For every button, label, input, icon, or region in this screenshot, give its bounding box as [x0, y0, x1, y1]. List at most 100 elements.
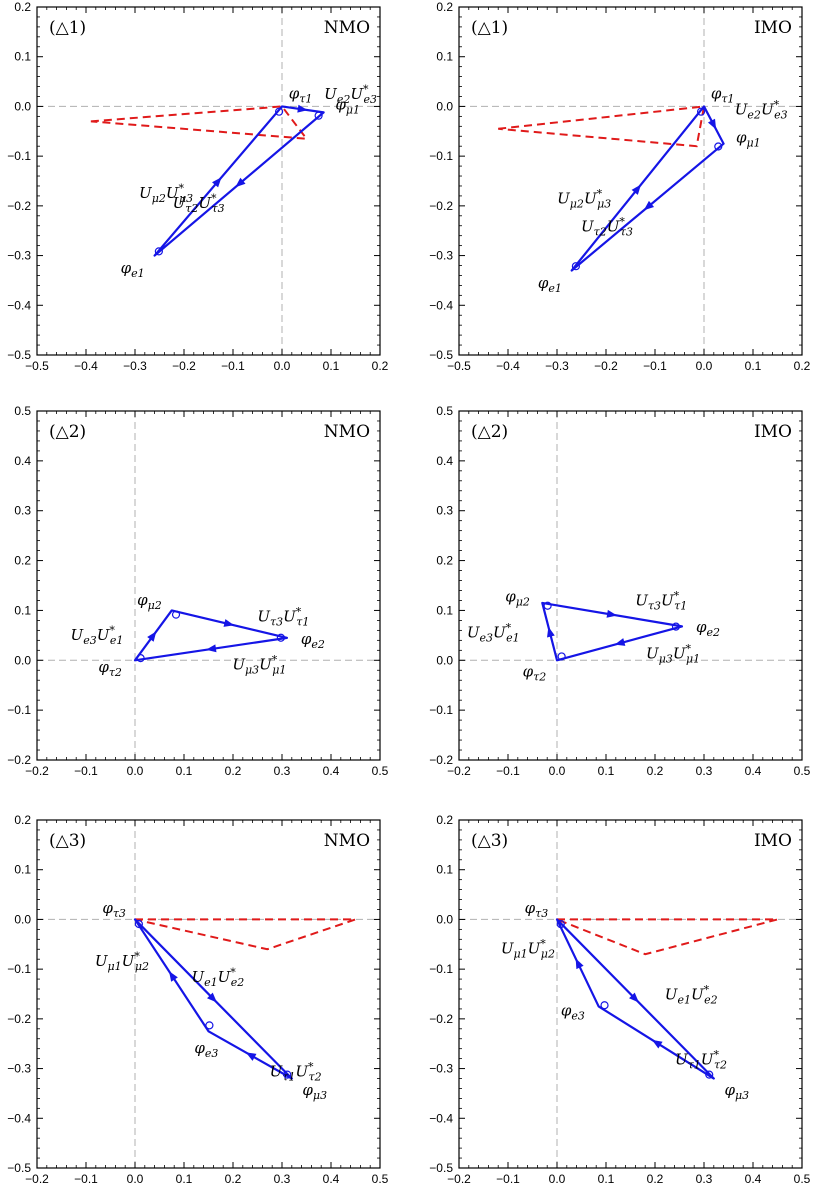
y-tick-label: −0.1	[429, 703, 453, 717]
side-arrowhead	[707, 118, 717, 130]
y-tick-label: 0.1	[436, 50, 453, 64]
y-tick-label: 0.0	[14, 653, 31, 667]
side-label: Ue2​U*e3​	[324, 83, 377, 106]
y-tick-label: 0.1	[14, 50, 31, 64]
vertex-phase-label: φe1​	[538, 274, 562, 295]
angle-marker	[671, 622, 681, 631]
side-arrowhead	[169, 971, 178, 982]
x-tick-label: 0.2	[225, 764, 242, 778]
angle-marker	[571, 262, 580, 271]
x-tick-label: 0.2	[372, 359, 389, 373]
y-tick-label: 0.3	[436, 504, 453, 518]
vertex-phase-label: φμ3​	[724, 1081, 749, 1102]
y-tick-label: −0.1	[7, 149, 31, 163]
side-arrowhead	[235, 177, 246, 188]
x-tick-label: −0.2	[447, 764, 471, 778]
plot-frame	[36, 6, 381, 356]
vertex-phase-label: φe3​	[194, 1039, 218, 1060]
triangle-label: (△2)	[471, 422, 508, 442]
side-label: Uμ3​U*μ1​	[232, 654, 286, 677]
y-tick-label: −0.1	[7, 962, 31, 976]
x-tick-label: 0.1	[176, 764, 193, 778]
y-tick-label: 0.1	[14, 863, 31, 877]
x-tick-label: −0.2	[25, 1172, 49, 1186]
panel-p11: −0.5 −0.4 −0.3 −0.2 −0.1 0.0 0.1 0.2 −0.5 −0.4 −0.…	[7, 0, 388, 373]
plot-frame	[458, 410, 803, 761]
panel-p31: −0.2 −0.1 0.0 0.1 0.2 0.3 0.4 0.5 −0.5 −0.4 −0.3 −0…	[7, 813, 388, 1186]
side-arrowhead	[297, 104, 308, 113]
y-tick-label: −0.4	[7, 298, 31, 312]
x-tick-label: −0.4	[496, 359, 520, 373]
angle-marker	[714, 142, 723, 151]
vertex-phase-label: φe2​	[301, 630, 325, 651]
plot-frame	[36, 819, 381, 1169]
y-tick-label: 0.1	[436, 603, 453, 617]
angle-marker	[557, 652, 566, 661]
x-tick-label: −0.2	[447, 1172, 471, 1186]
side-arrowhead	[147, 631, 157, 642]
x-tick-label: 0.4	[745, 764, 762, 778]
x-tick-label: 0.0	[127, 1172, 144, 1186]
y-tick-label: −0.2	[429, 199, 453, 213]
angle-marker	[314, 111, 323, 120]
y-tick-label: 0.0	[436, 653, 453, 667]
reference-triangle-dashed	[90, 105, 309, 140]
y-tick-label: −0.2	[7, 1012, 31, 1026]
side-label: Ue2​U*e3​	[735, 98, 788, 121]
side-arrowhead	[575, 958, 584, 970]
angle-marker	[705, 1070, 714, 1079]
angle-marker	[543, 601, 552, 610]
y-tick-label: −0.2	[7, 199, 31, 213]
y-tick-label: −0.4	[429, 298, 453, 312]
x-tick-label: 0.1	[598, 764, 615, 778]
y-tick-label: −0.3	[429, 1062, 453, 1076]
side-label: Uμ2​U*μ3​	[139, 182, 193, 205]
angle-marker	[556, 919, 565, 929]
side-arrowhead	[547, 626, 555, 638]
x-tick-label: 0.1	[323, 359, 340, 373]
vertex-phase-label: φτ1​	[289, 84, 313, 105]
plot-frame	[36, 410, 381, 761]
vertex-phase-label: φe2​	[696, 618, 720, 639]
y-tick-label: 0.2	[14, 554, 31, 568]
y-tick-label: 0.5	[436, 404, 453, 418]
y-tick-label: 0.1	[436, 863, 453, 877]
x-tick-label: 0.0	[549, 764, 566, 778]
angle-marker	[205, 1021, 214, 1030]
reference-triangle-dashed	[556, 918, 778, 956]
x-tick-label: 0.1	[598, 1172, 615, 1186]
y-tick-label: −0.5	[7, 348, 31, 362]
vertex-phase-label: φe1​	[121, 259, 145, 280]
x-tick-label: −0.1	[496, 764, 520, 778]
y-tick-label: −0.5	[7, 1161, 31, 1175]
side-label: Ue3​U*e1​	[467, 621, 520, 644]
x-tick-label: 0.3	[696, 1172, 713, 1186]
x-tick-label: −0.1	[643, 359, 667, 373]
side-label: Uτ2​U*τ3​	[581, 215, 633, 238]
triangle-label: (△2)	[49, 422, 86, 442]
x-tick-label: 0.0	[549, 1172, 566, 1186]
y-tick-label: 0.1	[14, 603, 31, 617]
triangle-label: (△3)	[471, 831, 508, 851]
x-tick-label: 0.2	[794, 359, 811, 373]
y-tick-label: −0.1	[7, 703, 31, 717]
x-tick-label: 0.5	[794, 764, 811, 778]
side-label: Uμ1​U*μ2​	[501, 938, 555, 961]
y-tick-label: 0.0	[14, 99, 31, 113]
x-tick-label: 0.4	[323, 1172, 340, 1186]
side-label: Uμ3​U*μ1​	[646, 643, 700, 666]
side-label: Ue3​U*e1​	[71, 624, 124, 647]
x-tick-label: −0.2	[25, 764, 49, 778]
panel-p32: −0.2 −0.1 0.0 0.1 0.2 0.3 0.4 0.5 −0.5 −0.4 −0.3 −0…	[429, 813, 810, 1186]
x-tick-label: 0.0	[274, 359, 291, 373]
x-tick-label: 0.2	[647, 764, 664, 778]
y-tick-label: 0.2	[14, 813, 31, 827]
ordering-label: IMO	[754, 422, 792, 442]
y-tick-label: 0.2	[436, 813, 453, 827]
side-arrowhead	[245, 1052, 257, 1061]
ordering-label: NMO	[324, 831, 370, 851]
angle-marker	[696, 107, 706, 116]
y-tick-label: 0.2	[436, 554, 453, 568]
y-tick-label: 0.0	[436, 912, 453, 926]
